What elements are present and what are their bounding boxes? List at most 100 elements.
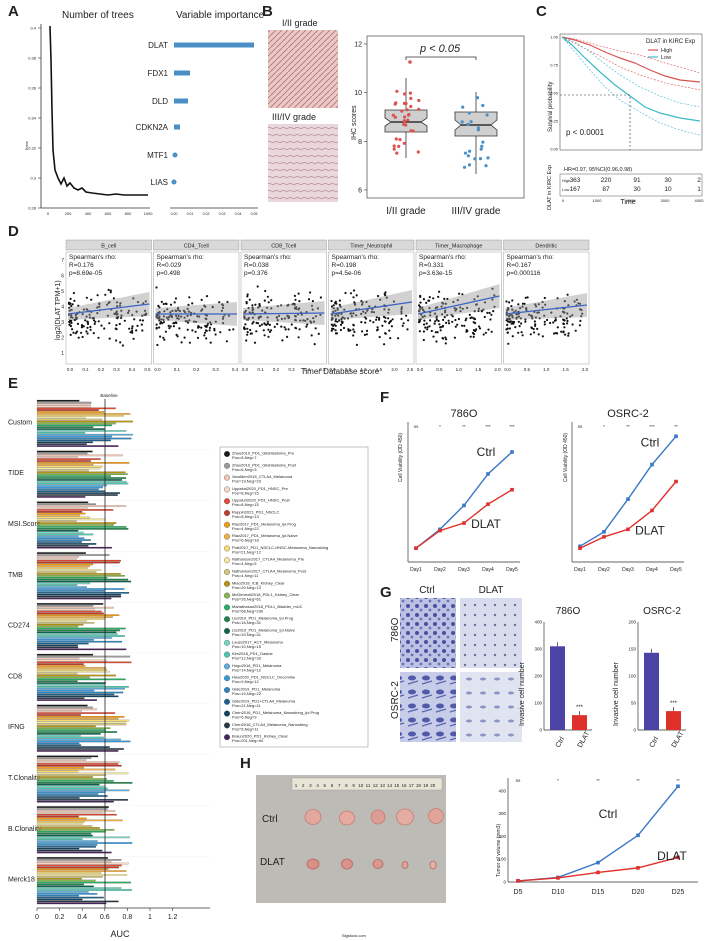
- facet-point: [254, 303, 257, 306]
- facet-point: [554, 332, 558, 335]
- auc-bar: [36, 678, 126, 681]
- facet-point: [141, 319, 144, 322]
- facet-point: [375, 316, 378, 319]
- facet-point: [278, 314, 281, 317]
- facet-point: [402, 322, 405, 325]
- auc-bar: [36, 640, 123, 643]
- auc-bar: [36, 823, 83, 825]
- gene-dlat: DLAT: [148, 41, 168, 50]
- facet-point: [170, 314, 173, 317]
- facet-point: [534, 324, 537, 327]
- box-low-grade: [384, 109, 428, 133]
- facet-point: [192, 320, 196, 323]
- facet-point: [534, 323, 537, 326]
- auc-bar: [36, 891, 89, 893]
- facet-point: [91, 317, 94, 320]
- auc-xtick-label: 0.4: [77, 914, 87, 921]
- facet-point: [388, 320, 391, 324]
- auc-bar: [36, 528, 129, 530]
- legend-counts: Pos=19,Neg=23: [232, 479, 262, 484]
- facet-point: [581, 312, 584, 315]
- ihc-point-low: [406, 118, 410, 122]
- facet-point: [275, 316, 278, 319]
- facet-point: [68, 323, 71, 326]
- facet-points: [330, 289, 410, 346]
- auc-group-3: TMB: [8, 551, 210, 600]
- facet-point: [511, 314, 514, 317]
- auc-bar: [36, 684, 105, 686]
- auc-bar: [36, 772, 129, 775]
- facet-xtick-label: 2.0: [391, 367, 398, 372]
- auc-bar: [36, 744, 82, 747]
- trees-xtick-label: 600: [105, 211, 112, 216]
- auc-group-label: CD274: [8, 623, 30, 630]
- facet-point: [343, 308, 346, 311]
- legend-name: Uppaluri2020_PD1_HNSC_Post: [232, 498, 290, 503]
- auc-bar: [36, 717, 119, 720]
- facet-point: [67, 301, 71, 304]
- facet-point: [459, 310, 462, 313]
- trees-yticks: 0.4 0.38 0.36 0.34 0.32 0.3 0.28: [28, 26, 41, 211]
- growth-sig: **: [626, 424, 630, 429]
- facet-point: [488, 311, 491, 314]
- facet-point: [535, 305, 538, 308]
- ihc-point-high: [475, 96, 480, 100]
- facet-point: [82, 325, 85, 328]
- growth-xtick-label: Day5: [506, 567, 518, 573]
- legend-counts: Pos=14,Neg=12: [232, 667, 262, 672]
- facet-point: [107, 288, 110, 291]
- growth-sig: ***: [485, 424, 491, 429]
- facet-point: [372, 321, 375, 324]
- facet-point: [133, 318, 136, 321]
- ihc-point-high: [466, 122, 470, 126]
- legend-swatch: [224, 533, 230, 540]
- facet-xtick-label: 0.0: [67, 367, 74, 372]
- ihc-point-low: [395, 89, 399, 93]
- facet-point: [297, 292, 300, 295]
- facet-point: [490, 330, 493, 333]
- facet-point: [243, 315, 246, 318]
- facet-point: [116, 313, 119, 316]
- auc-bar: [36, 846, 96, 848]
- invasion-ytick-label: 50: [631, 701, 637, 706]
- facet-point: [567, 334, 570, 337]
- auc-bar: [36, 471, 126, 474]
- km-xtick-label: 0: [562, 198, 565, 203]
- ihc-point-high: [473, 157, 477, 161]
- auc-bar: [36, 887, 122, 889]
- facet-point: [172, 325, 175, 328]
- km-risk-value: 30: [633, 186, 641, 193]
- facet-point: [312, 317, 315, 320]
- km-curve-low: [561, 36, 701, 122]
- auc-bar: [36, 463, 94, 466]
- facet-point: [191, 302, 194, 305]
- facet-rho-label: Spearman's rho:: [69, 254, 117, 261]
- facet-point: [228, 328, 231, 331]
- facet-xtick-label: 0.1: [257, 367, 264, 372]
- facet-point: [516, 313, 519, 316]
- auc-bar: [36, 750, 119, 752]
- facet-point: [165, 302, 168, 306]
- auc-bar: [36, 653, 94, 656]
- legend-swatch: [224, 651, 230, 658]
- auc-bar: [36, 812, 104, 814]
- facet-point: [478, 327, 482, 330]
- facet-point: [227, 314, 230, 317]
- legend-swatch: [224, 521, 230, 528]
- facet-point: [444, 311, 447, 314]
- facet-point: [165, 316, 169, 319]
- invasion-xtick-label: Ctrl: [555, 736, 567, 749]
- legend-swatch: [224, 710, 230, 717]
- facet-point: [136, 300, 140, 304]
- facet-point: [93, 322, 96, 325]
- h-ytick-label: 0: [503, 880, 506, 885]
- legend-counts: Pos=68,Neg=230: [232, 608, 264, 613]
- scatter-ytick-label: 1: [61, 351, 64, 357]
- auc-bar: [36, 516, 90, 519]
- facet-point: [566, 322, 569, 325]
- gene-dld: DLD: [152, 97, 168, 106]
- auc-group-label: T.Clonality: [8, 775, 41, 782]
- auc-bar: [36, 791, 106, 794]
